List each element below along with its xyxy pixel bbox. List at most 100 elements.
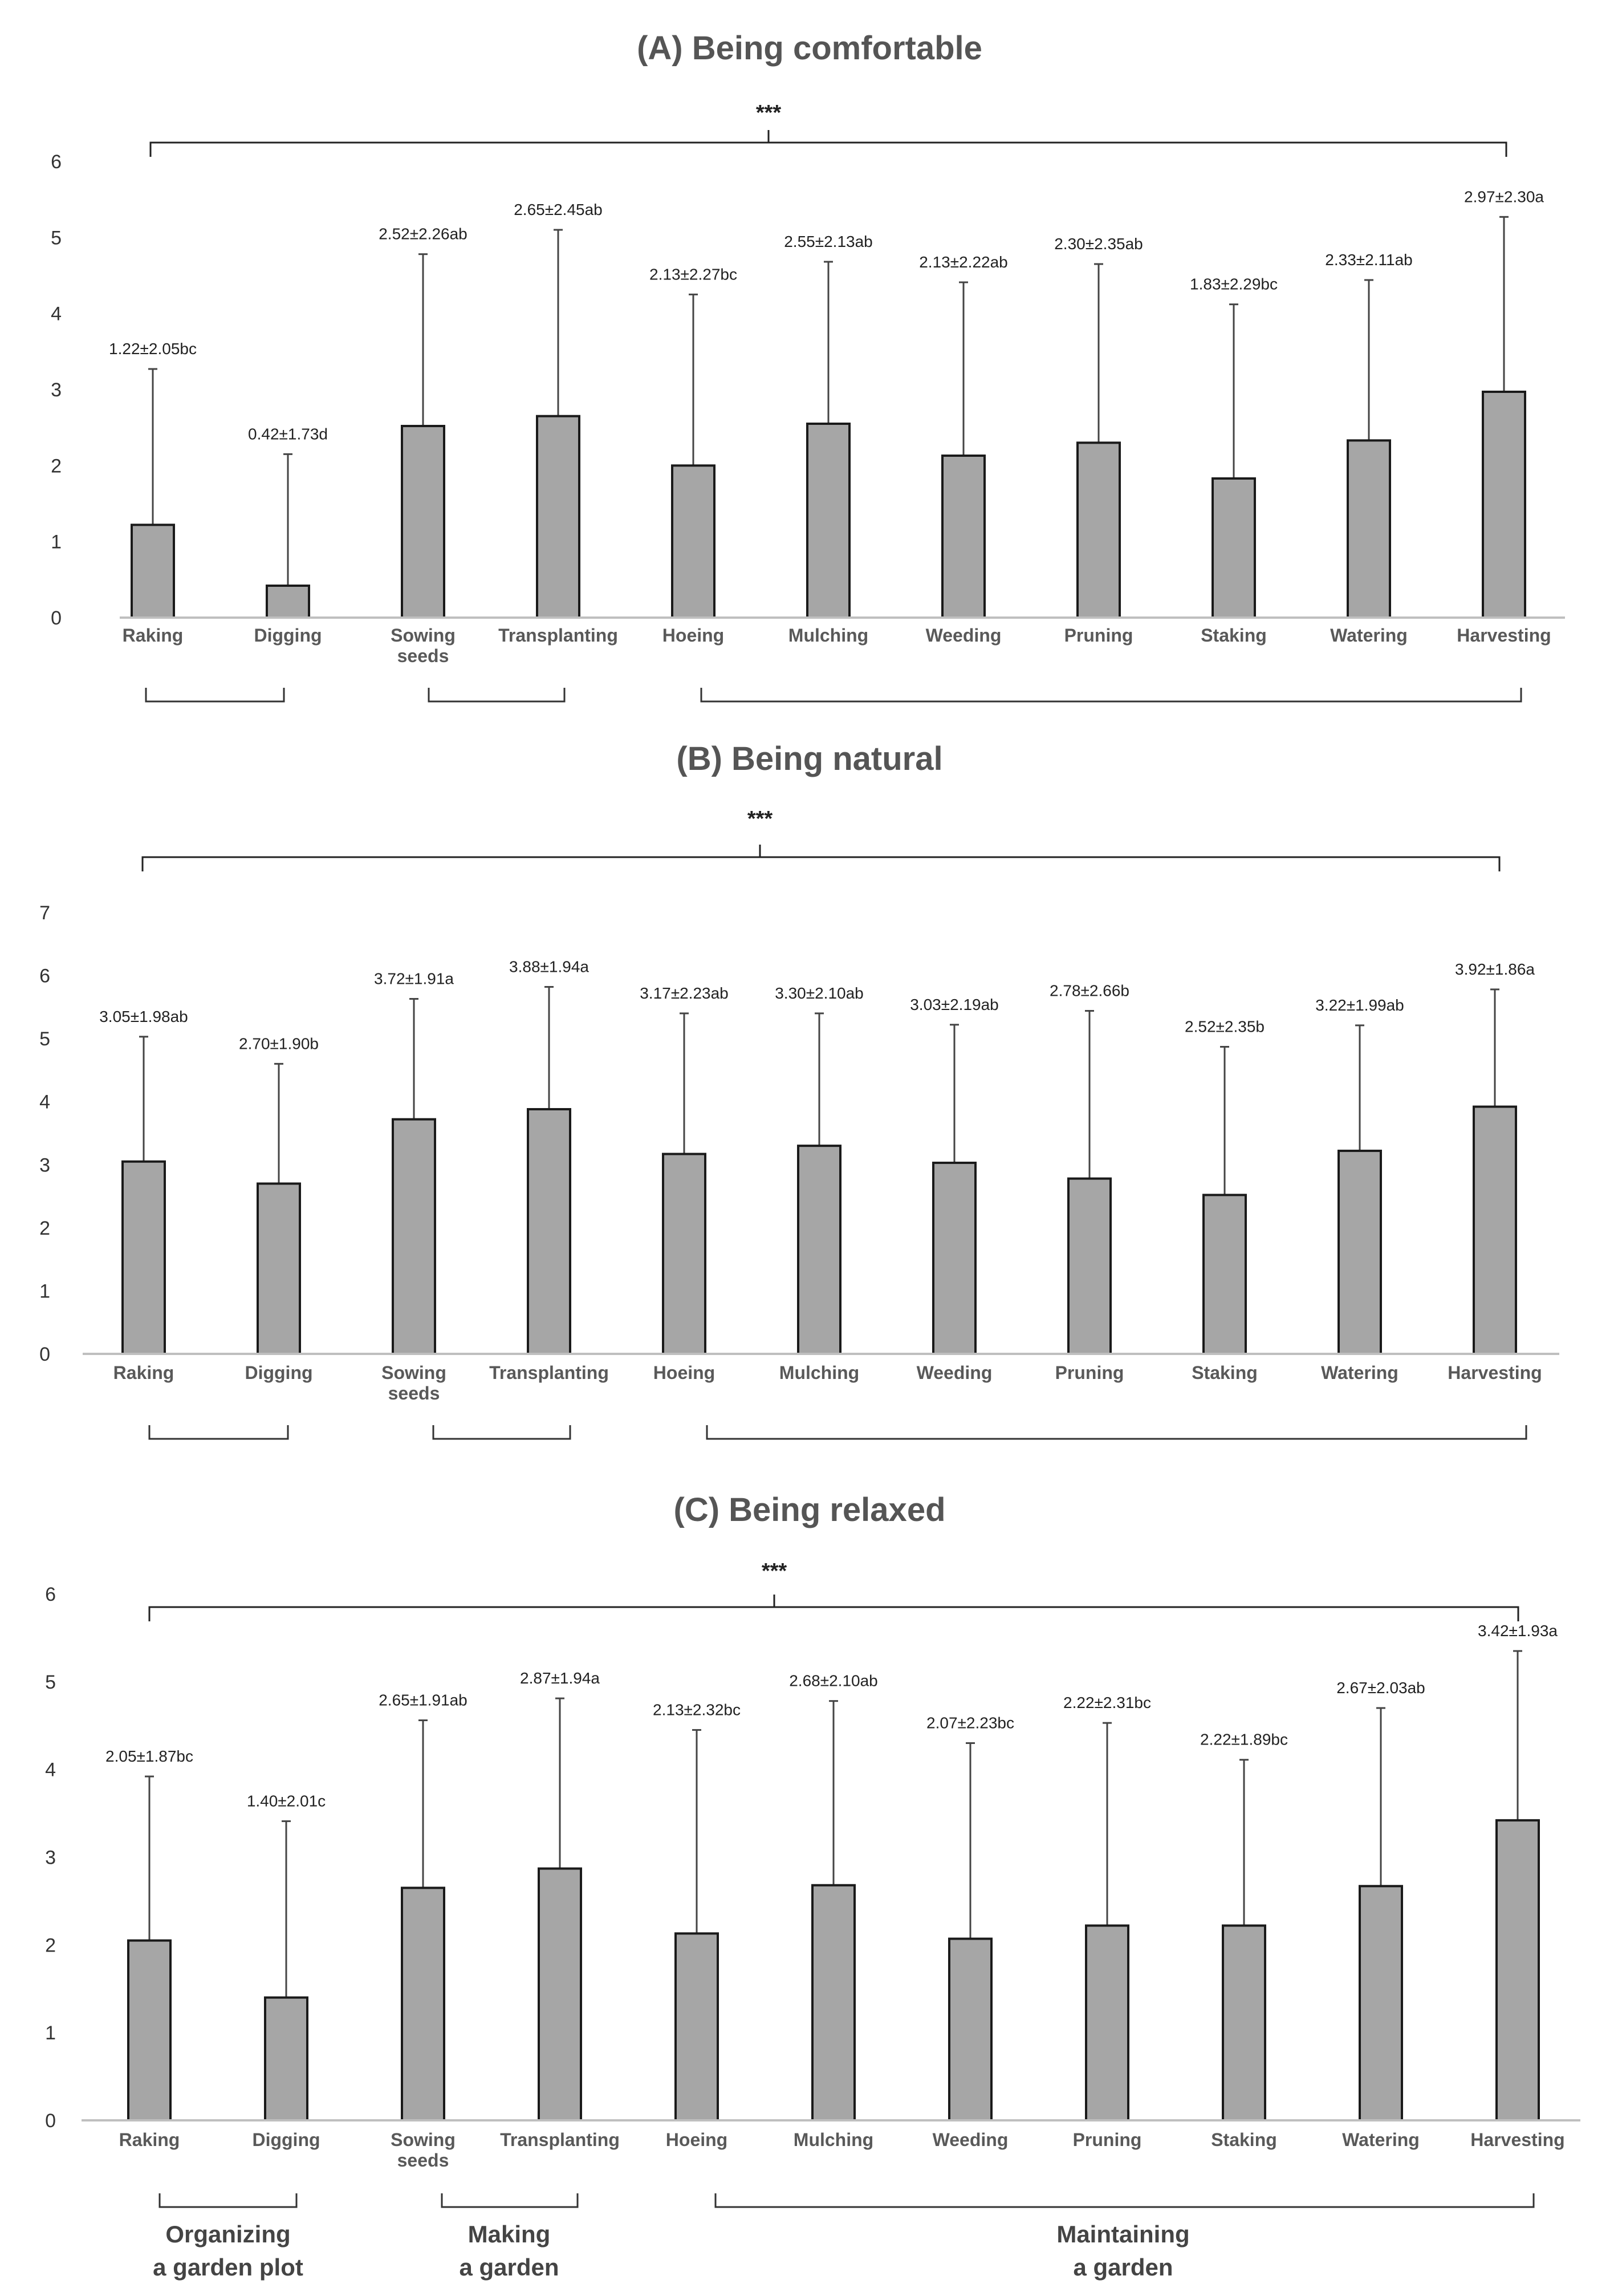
data-label-natural: 3.22±1.99ab [1315,996,1404,1014]
data-label-natural: 2.52±2.35b [1185,1018,1265,1036]
data-label-natural: 3.92±1.86a [1455,960,1535,978]
y-tick-label-comfortable: 5 [51,227,62,249]
category-label-comfortable: Harvesting [1457,625,1551,646]
bar-comfortable [401,425,445,619]
group-label: Making [468,2221,551,2248]
category-label-relaxed: Watering [1342,2129,1420,2150]
data-label-natural: 3.72±1.91a [374,969,454,987]
category-label-natural: Transplanting [489,1362,609,1383]
chart-title-comfortable: (A) Being comfortable [637,30,982,67]
data-label-natural: 2.70±1.90b [239,1035,319,1052]
chart-title-relaxed: (C) Being relaxed [674,1491,946,1528]
category-label-natural: Watering [1321,1362,1399,1383]
category-label-comfortable: Watering [1330,625,1408,646]
category-label-relaxed: seeds [397,2150,449,2171]
y-tick-label-natural: 3 [39,1154,50,1176]
panel-being-comfortable: (A) Being comfortable *** 0 1 2 3 4 5 6 1.22±2.05… [51,30,1565,703]
category-label-relaxed: Raking [119,2129,180,2150]
data-label-relaxed: 2.05±1.87bc [105,1747,193,1765]
category-label-relaxed: Sowing [391,2129,456,2150]
bar-relaxed [401,1887,445,2121]
data-label-comfortable: 0.42±1.73d [248,425,328,443]
data-label-comfortable: 2.55±2.13ab [784,233,873,250]
y-tick-label-comfortable: 6 [51,151,62,173]
data-label-natural: 3.03±2.19ab [910,996,999,1013]
data-label-comfortable: 2.65±2.45ab [514,201,603,218]
group-label: a garden [1073,2254,1173,2281]
category-label-comfortable: Pruning [1064,625,1133,646]
significance-bracket-relaxed [148,1595,1519,1621]
group-bracket-relaxed [441,2193,579,2208]
category-label-natural: Pruning [1055,1362,1124,1383]
category-label-relaxed: Digging [252,2129,320,2150]
data-label-natural: 2.78±2.66b [1050,981,1129,999]
group-label: a garden plot [153,2254,303,2281]
category-label-comfortable: Hoeing [662,625,724,646]
data-label-relaxed: 3.42±1.93a [1478,1622,1558,1640]
category-label-relaxed: Pruning [1073,2129,1142,2150]
bar-natural [1202,1194,1247,1356]
group-bracket-natural [148,1425,289,1440]
category-label-relaxed: Harvesting [1470,2129,1564,2150]
bar-relaxed [811,1884,856,2121]
bar-relaxed [264,1996,308,2121]
bar-comfortable [671,464,716,619]
group-bracket-relaxed [158,2193,298,2208]
panel-being-relaxed: (C) Being relaxed *** 0 1 2 3 4 5 6 2.05±1.87bc Ra… [45,1491,1580,2281]
bar-natural [662,1153,706,1355]
y-tick-label-natural: 0 [39,1344,50,1365]
significance-stars-natural: *** [747,807,773,831]
chart-title-natural: (B) Being natural [676,740,942,777]
bar-comfortable [1076,441,1121,619]
bar-relaxed [948,1937,993,2121]
category-label-relaxed: Weeding [933,2129,1009,2150]
significance-stars-comfortable: *** [756,101,782,125]
y-tick-label-relaxed: 5 [45,1672,56,1693]
data-label-relaxed: 2.87±1.94a [520,1669,600,1687]
data-label-relaxed: 2.67±2.03ab [1336,1679,1425,1697]
category-label-comfortable: Digging [254,625,322,646]
data-label-relaxed: 2.65±1.91ab [379,1691,467,1709]
category-label-natural: Raking [113,1362,174,1383]
data-label-relaxed: 1.40±2.01c [247,1792,326,1810]
y-tick-label-relaxed: 0 [45,2110,56,2132]
bar-comfortable [536,415,580,619]
data-label-comfortable: 2.52±2.26ab [379,225,467,243]
bar-natural [1338,1149,1382,1355]
data-label-relaxed: 2.13±2.32bc [653,1701,741,1718]
y-tick-label-comfortable: 1 [51,532,62,553]
category-label-natural: Weeding [917,1362,993,1383]
category-label-natural: Digging [245,1362,312,1383]
y-tick-label-natural: 6 [39,966,50,987]
category-label-comfortable: Raking [123,625,184,646]
category-label-natural: Hoeing [653,1362,715,1383]
category-label-natural: seeds [388,1383,440,1403]
group-label: Maintaining [1056,2221,1189,2248]
data-label-comfortable: 2.13±2.22ab [919,253,1008,271]
category-label-relaxed: Staking [1211,2129,1277,2150]
bar-comfortable [1347,439,1391,619]
y-tick-label-natural: 2 [39,1218,50,1239]
category-label-natural: Mulching [779,1362,859,1383]
panel-being-natural: (B) Being natural *** 0 1 2 3 4 5 6 7 3.05±1.98ab R… [39,740,1559,1440]
bar-comfortable [131,524,175,619]
y-tick-label-natural: 7 [39,902,50,924]
y-tick-label-relaxed: 2 [45,1934,56,1956]
bar-comfortable [1212,477,1256,619]
category-label-relaxed: Hoeing [666,2129,727,2150]
category-label-comfortable: Mulching [788,625,868,646]
category-label-natural: Staking [1192,1362,1258,1383]
category-label-comfortable: Staking [1201,625,1267,646]
bar-relaxed [538,1867,582,2121]
bar-natural [1067,1177,1112,1355]
bar-relaxed [1359,1885,1403,2121]
data-label-relaxed: 2.68±2.10ab [789,1672,878,1690]
bar-natural [392,1118,436,1356]
group-bracket-natural [432,1425,571,1440]
bar-comfortable [1482,391,1526,619]
y-tick-label-comfortable: 4 [51,303,62,325]
bar-relaxed [1222,1924,1266,2121]
category-label-relaxed: Transplanting [500,2129,620,2150]
group-label: Organizing [165,2221,290,2248]
group-bracket-natural [706,1425,1527,1440]
